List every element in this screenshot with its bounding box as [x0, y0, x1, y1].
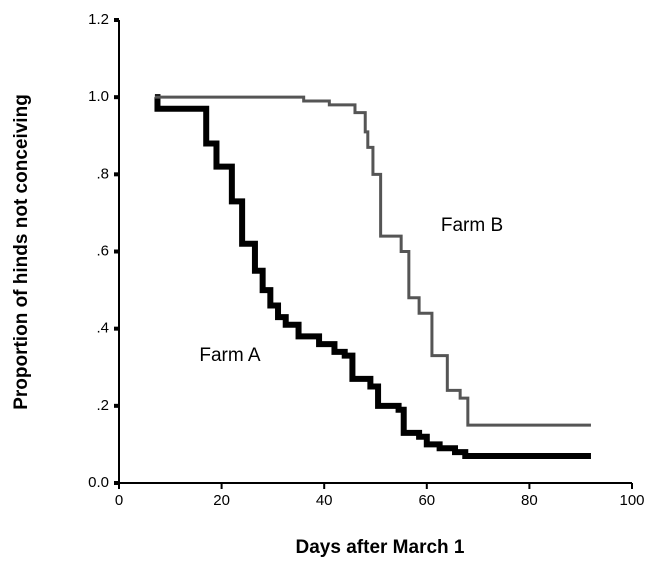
x-tick-label: 60: [418, 492, 435, 509]
y-tick-label: .4: [96, 320, 109, 337]
y-tick-label: .6: [96, 242, 109, 259]
x-tick-label: 100: [619, 492, 644, 509]
x-tick-label: 20: [213, 492, 230, 509]
series-label: Farm A: [199, 345, 261, 366]
x-tick-label: 0: [115, 492, 123, 509]
series-line: [154, 95, 591, 427]
y-tick-label: .8: [96, 165, 109, 182]
y-axis-title: Proportion of hinds not conceiving: [11, 94, 32, 410]
x-tick-label: 40: [316, 492, 333, 509]
y-tick-label: .2: [96, 397, 109, 414]
series-label: Farm B: [441, 215, 503, 236]
y-tick-label: 1.2: [88, 11, 109, 28]
x-axis-title: Days after March 1: [296, 537, 465, 558]
series-line: [154, 94, 591, 459]
y-tick-label: 0.0: [88, 474, 109, 491]
y-tick-label: 1.0: [88, 88, 109, 105]
x-tick-label: 80: [521, 492, 538, 509]
